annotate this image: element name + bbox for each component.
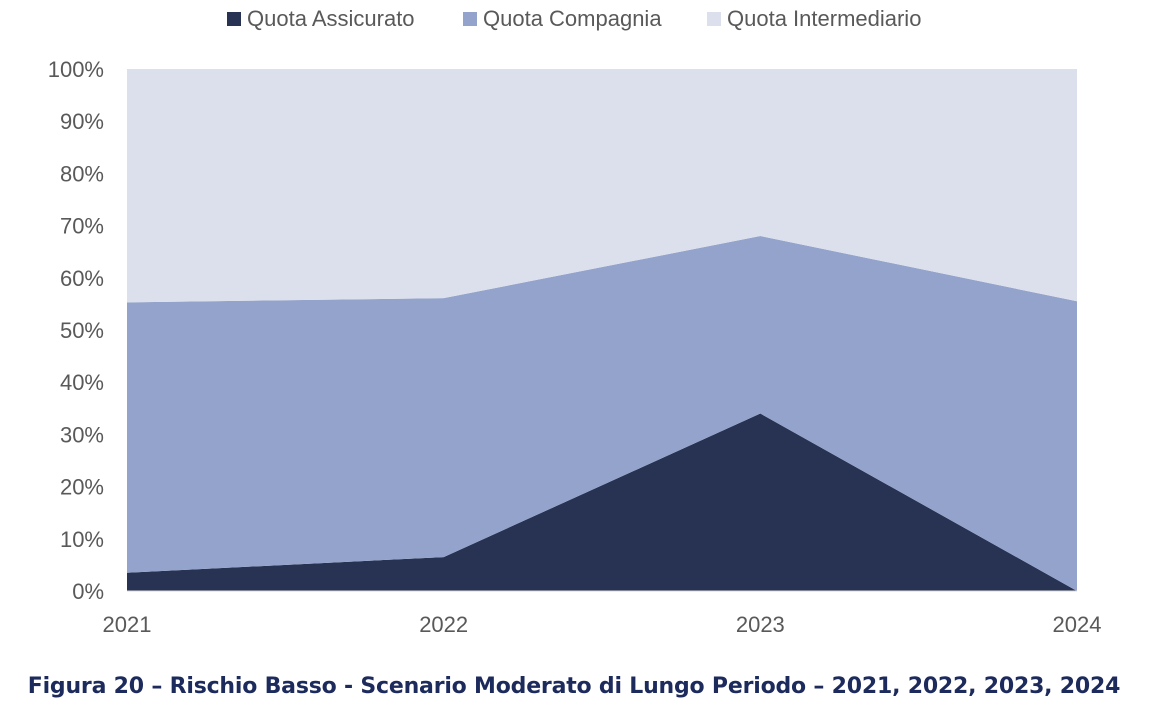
legend-item-quota-intermediario: Quota Intermediario (707, 6, 921, 31)
x-tick-label: 2022 (419, 612, 468, 637)
y-tick-label: 80% (60, 161, 104, 186)
x-tick-label: 2023 (736, 612, 785, 637)
x-tick-label: 2024 (1053, 612, 1102, 637)
y-tick-label: 60% (60, 266, 104, 291)
y-tick-label: 40% (60, 370, 104, 395)
legend-swatch (707, 12, 721, 26)
x-axis-ticks: 2021 2022 2023 2024 (103, 612, 1102, 637)
legend-label: Quota Compagnia (483, 6, 662, 31)
area-quota-compagnia (127, 236, 1077, 592)
area-quota-assicurato (127, 413, 1077, 591)
y-tick-label: 90% (60, 109, 104, 134)
legend-item-quota-assicurato: Quota Assicurato (227, 6, 415, 31)
y-tick-label: 30% (60, 422, 104, 447)
chart-legend: Quota Assicurato Quota Compagnia Quota Int… (227, 6, 921, 31)
y-tick-label: 0% (72, 579, 104, 604)
y-tick-label: 50% (60, 318, 104, 343)
x-tick-label: 2021 (103, 612, 152, 637)
y-tick-label: 10% (60, 527, 104, 552)
area-quota-intermediario (127, 69, 1077, 303)
plot-areas (127, 69, 1077, 592)
y-tick-label: 100% (48, 57, 104, 82)
y-tick-label: 20% (60, 475, 104, 500)
area-chart: Quota Assicurato Quota Compagnia Quota Int… (48, 6, 1102, 637)
y-axis-ticks: 0% 10% 20% 30% 40% 50% 60% 70% 80% 90% 100% (48, 57, 104, 604)
legend-swatch (227, 12, 241, 26)
legend-swatch (463, 12, 477, 26)
legend-item-quota-compagnia: Quota Compagnia (463, 6, 662, 31)
y-tick-label: 70% (60, 214, 104, 239)
legend-label: Quota Assicurato (247, 6, 415, 31)
legend-label: Quota Intermediario (727, 6, 921, 31)
figure-caption: Figura 20 – Rischio Basso - Scenario Mod… (27, 674, 1121, 699)
